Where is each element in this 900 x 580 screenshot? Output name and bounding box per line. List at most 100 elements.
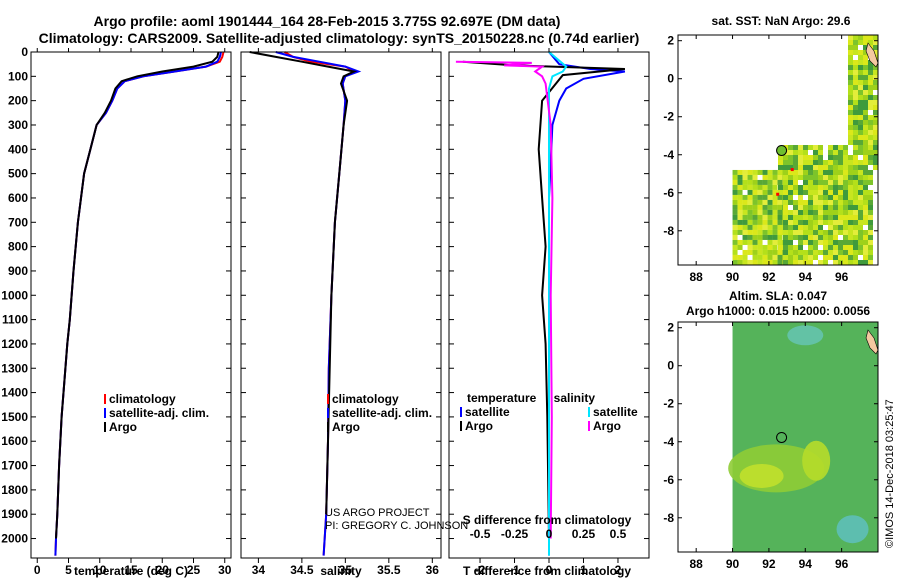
- sst-cell: [833, 215, 838, 220]
- sst-cell: [737, 229, 743, 235]
- sst-cell: [783, 260, 788, 265]
- map-ytick-label: -6: [663, 186, 674, 200]
- sst-cell: [863, 40, 868, 45]
- sst-cell: [732, 189, 738, 195]
- sst-cell: [833, 185, 838, 190]
- sst-cell: [868, 150, 873, 155]
- sst-cell: [848, 155, 853, 160]
- sst-cell: [762, 234, 768, 240]
- sst-cell: [788, 185, 793, 190]
- sst-cell: [858, 65, 863, 70]
- sst-cell: [783, 255, 788, 260]
- sst-cell: [752, 249, 758, 255]
- sst-cell: [853, 185, 858, 190]
- sst-cell: [752, 174, 758, 180]
- sst-cell: [873, 70, 878, 75]
- sst-cell: [777, 199, 783, 205]
- sst-cell: [813, 145, 818, 150]
- sst-cell: [798, 245, 803, 250]
- sst-cell: [752, 209, 758, 215]
- sst-cell: [848, 45, 853, 50]
- sst-cell: [808, 235, 813, 240]
- sst-cell: [798, 250, 803, 255]
- sst-cell: [868, 225, 873, 230]
- sst-cell: [772, 179, 778, 185]
- legend-label: satellite-adj. clim.: [109, 406, 209, 420]
- sst-cell: [737, 184, 743, 190]
- map-ytick-label: 0: [667, 72, 674, 86]
- sst-cell: [808, 195, 813, 200]
- sst-cell: [803, 150, 808, 155]
- sst-cell: [742, 174, 748, 180]
- sst-cell: [788, 235, 793, 240]
- sst-cell: [838, 230, 843, 235]
- sst-cell: [843, 195, 848, 200]
- sst-cell: [788, 190, 793, 195]
- sst-cell: [838, 220, 843, 225]
- map-xtick-label: 92: [762, 270, 776, 284]
- sst-cell: [772, 184, 778, 190]
- legend-label: Argo: [465, 419, 493, 433]
- sst-cell: [868, 160, 873, 165]
- sst-cell: [732, 179, 738, 185]
- sst-cell: [808, 230, 813, 235]
- sst-cell: [863, 180, 868, 185]
- sst-cell: [737, 174, 743, 180]
- sst-cell: [767, 254, 773, 260]
- sst-cell: [762, 174, 768, 180]
- sst-cell: [803, 240, 808, 245]
- sst-cell: [803, 255, 808, 260]
- sst-cell: [868, 90, 873, 95]
- sst-cell: [858, 190, 863, 195]
- sst-cell: [873, 100, 878, 105]
- sst-cell: [777, 189, 783, 195]
- salinity-xlabel: salinity: [320, 564, 362, 578]
- xtick-label-temperature: 15: [124, 563, 138, 577]
- series-line-difference-t-argo: [462, 60, 625, 539]
- sst-cell: [848, 95, 853, 100]
- sst-cell: [783, 230, 788, 235]
- sla-blob: [739, 463, 784, 488]
- imos-stamp: ©IMOS 14-Dec-2018 03:25:47: [884, 399, 896, 548]
- sst-cell: [742, 259, 748, 265]
- ytick-label: 1600: [1, 434, 28, 448]
- sst-cell: [863, 130, 868, 135]
- sst-cell: [863, 80, 868, 85]
- sst-cell: [778, 165, 783, 170]
- sst-hot-cell: [776, 192, 780, 196]
- sst-cell: [757, 209, 763, 215]
- sst-cell: [793, 230, 798, 235]
- sst-cell: [813, 205, 818, 210]
- sst-cell: [742, 179, 748, 185]
- sst-cell: [843, 155, 848, 160]
- sst-cell: [737, 259, 743, 265]
- sst-cell: [853, 165, 858, 170]
- sst-cell: [757, 184, 763, 190]
- sst-cell: [818, 235, 823, 240]
- sst-cell: [828, 155, 833, 160]
- sst-cell: [858, 100, 863, 105]
- sst-cell: [808, 210, 813, 215]
- sst-cell: [863, 215, 868, 220]
- sst-cell: [788, 215, 793, 220]
- sst-cell: [793, 160, 798, 165]
- sst-cell: [848, 200, 853, 205]
- sst-cell: [858, 160, 863, 165]
- sst-cell: [868, 85, 873, 90]
- sst-cell: [828, 145, 833, 150]
- sst-cell: [868, 140, 873, 145]
- sst-cell: [853, 225, 858, 230]
- sst-cell: [752, 219, 758, 225]
- sst-cell: [843, 210, 848, 215]
- sst-cell: [742, 169, 748, 175]
- sst-cell: [788, 170, 793, 175]
- sst-cell: [747, 179, 753, 185]
- sst-cell: [757, 189, 763, 195]
- sst-cell: [778, 155, 783, 160]
- sst-cell: [767, 249, 773, 255]
- sst-cell: [863, 95, 868, 100]
- sst-cell: [863, 250, 868, 255]
- ytick-label: 1000: [1, 288, 28, 302]
- sst-cell: [848, 130, 853, 135]
- sst-cell: [783, 250, 788, 255]
